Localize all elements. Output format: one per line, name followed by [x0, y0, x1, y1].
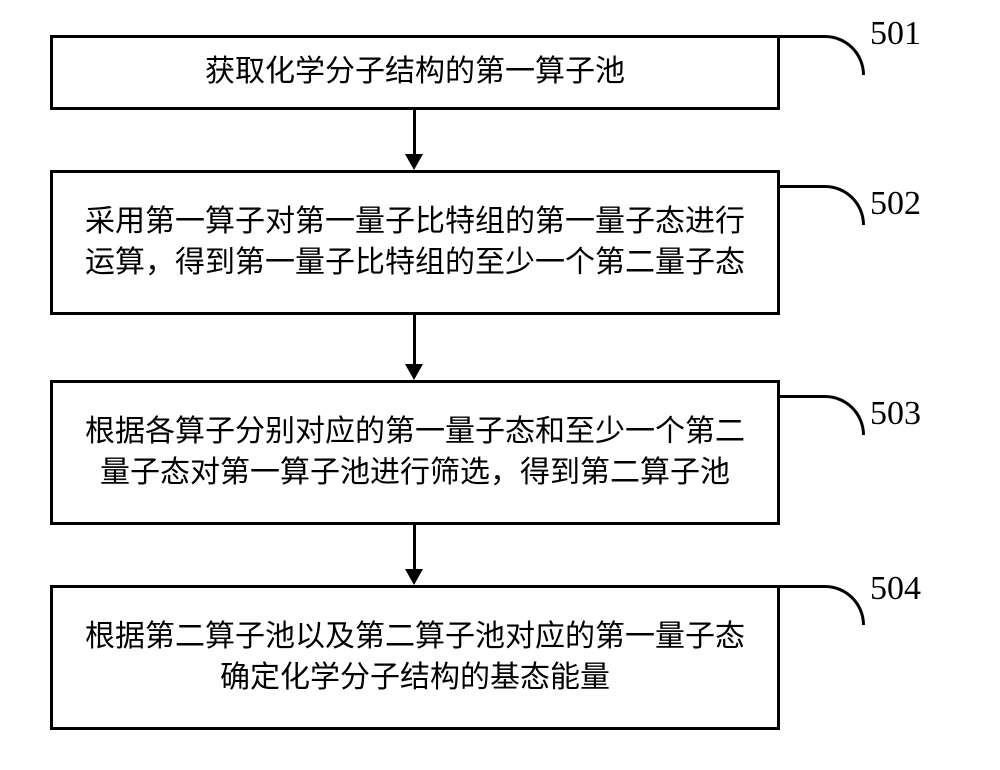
connector-2-3	[413, 315, 416, 366]
label-connector-3	[780, 395, 865, 435]
flowchart-container: 获取化学分子结构的第一算子池 501 采用第一算子对第一量子比特组的第一量子态进…	[0, 0, 1000, 770]
step-box-2: 采用第一算子对第一量子比特组的第一量子态进行运算，得到第一量子比特组的至少一个第…	[50, 170, 780, 315]
step-label-4: 504	[870, 570, 921, 608]
step-box-4: 根据第二算子池以及第二算子池对应的第一量子态确定化学分子结构的基态能量	[50, 585, 780, 730]
arrowhead-2-3	[405, 364, 423, 380]
step-text-4: 根据第二算子池以及第二算子池对应的第一量子态确定化学分子结构的基态能量	[73, 617, 757, 698]
connector-1-2	[413, 110, 416, 156]
arrowhead-3-4	[405, 569, 423, 585]
label-connector-4	[780, 585, 865, 625]
step-text-1: 获取化学分子结构的第一算子池	[205, 52, 625, 93]
step-label-3: 503	[870, 395, 921, 433]
step-label-2: 502	[870, 185, 921, 223]
step-text-3: 根据各算子分别对应的第一量子态和至少一个第二量子态对第一算子池进行筛选，得到第二…	[73, 412, 757, 493]
label-connector-2	[780, 185, 865, 225]
step-box-1: 获取化学分子结构的第一算子池	[50, 35, 780, 110]
step-text-2: 采用第一算子对第一量子比特组的第一量子态进行运算，得到第一量子比特组的至少一个第…	[73, 202, 757, 283]
step-label-1: 501	[870, 15, 921, 53]
label-connector-1	[780, 35, 865, 75]
step-box-3: 根据各算子分别对应的第一量子态和至少一个第二量子态对第一算子池进行筛选，得到第二…	[50, 380, 780, 525]
arrowhead-1-2	[405, 154, 423, 170]
connector-3-4	[413, 525, 416, 571]
